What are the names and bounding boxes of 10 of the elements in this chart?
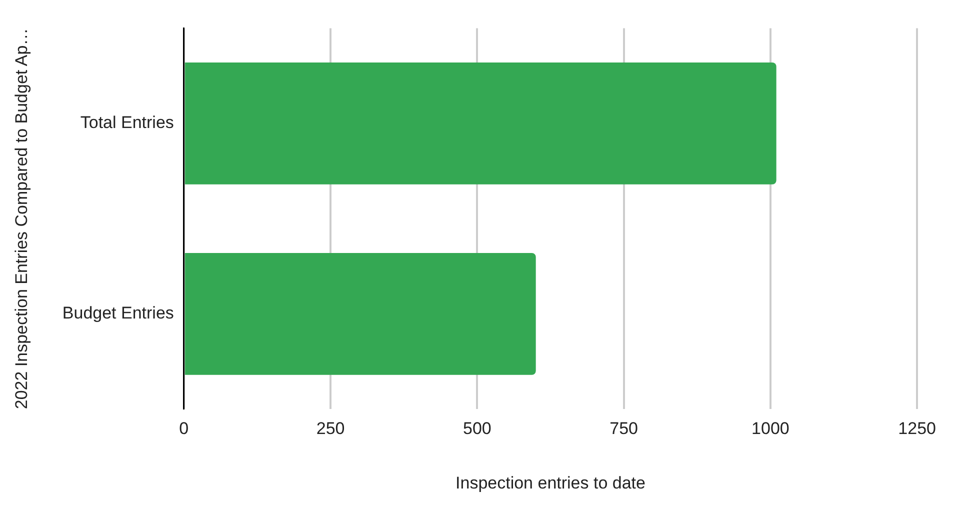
x-axis-title: Inspection entries to date bbox=[456, 473, 646, 492]
x-tick-label: 1000 bbox=[752, 419, 790, 438]
y-tick-label: Budget Entries bbox=[62, 304, 174, 323]
y-tick-label: Total Entries bbox=[80, 113, 174, 132]
x-tick-label: 750 bbox=[610, 419, 638, 438]
y-axis-title: 2022 Inspection Entries Compared to Budget Ap… bbox=[12, 28, 31, 410]
x-tick-label: 0 bbox=[179, 419, 189, 438]
x-tick-label: 250 bbox=[316, 419, 345, 438]
x-tick-label: 1250 bbox=[898, 419, 936, 438]
x-tick-label: 500 bbox=[462, 419, 492, 438]
